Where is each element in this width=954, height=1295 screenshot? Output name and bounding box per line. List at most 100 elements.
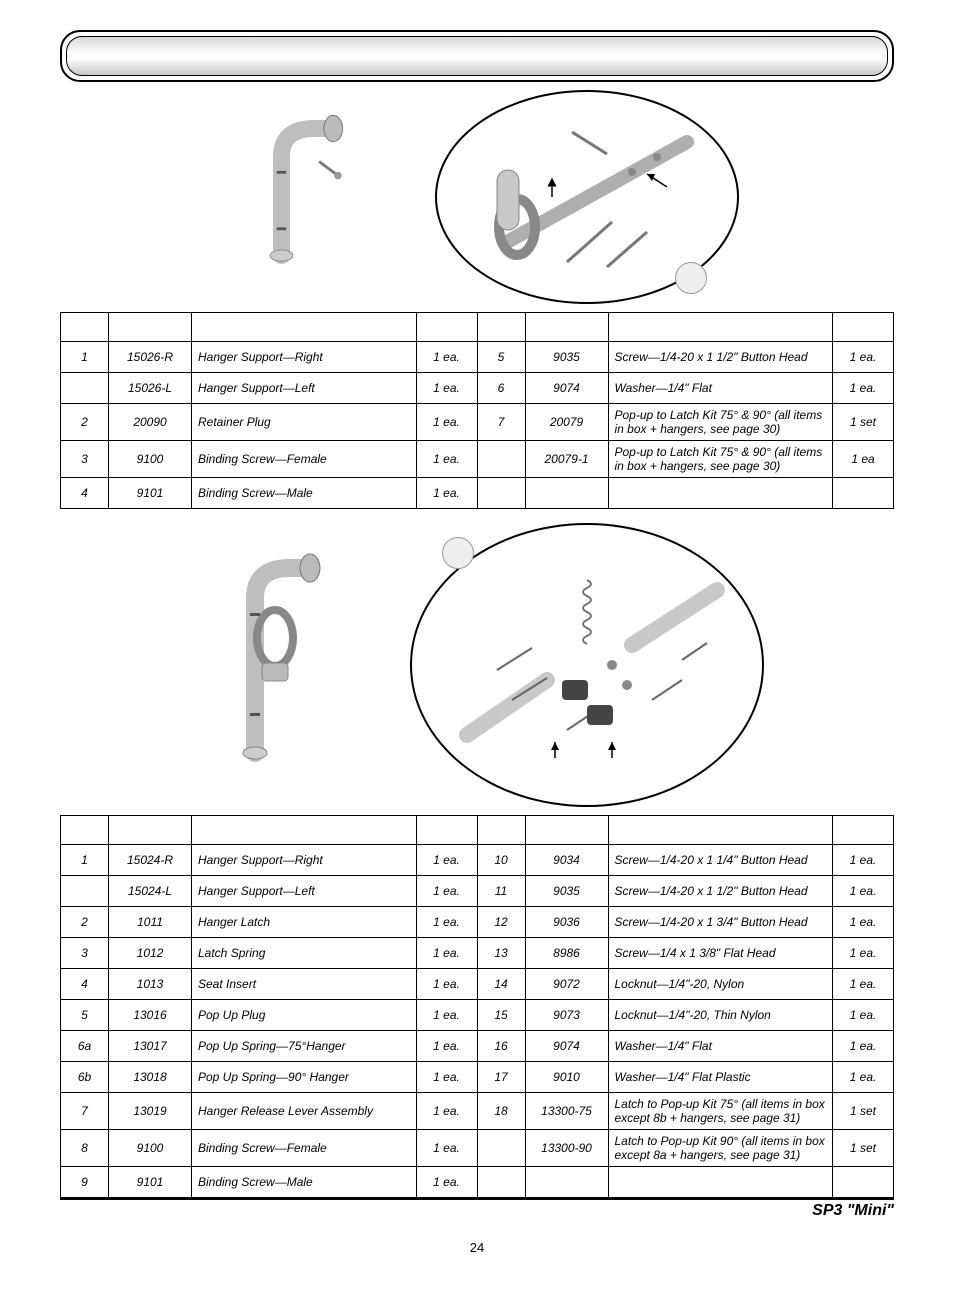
cell: Washer—1/4" Flat Plastic [608, 1062, 833, 1093]
cell: Seat Insert [192, 969, 417, 1000]
cell: 6 [477, 373, 525, 404]
cell: 5 [61, 1000, 109, 1031]
cell: 9035 [525, 876, 608, 907]
cell: Binding Screw—Male [192, 1167, 417, 1198]
cell: Hanger Support—Right [192, 342, 417, 373]
cell: Latch to Pop-up Kit 75° (all items in bo… [608, 1093, 833, 1130]
page-number: 24 [60, 1240, 894, 1255]
table-row: 89100Binding Screw—Female1 ea.13300-90La… [61, 1130, 894, 1167]
cell: 8986 [525, 938, 608, 969]
cell: 2 [61, 907, 109, 938]
table-row: 115026-RHanger Support—Right1 ea.59035Sc… [61, 342, 894, 373]
cell: Hanger Support—Left [192, 373, 417, 404]
cell [525, 1167, 608, 1198]
parts-table-2: 115024-RHanger Support—Right1 ea.109034S… [60, 815, 894, 1198]
cell [477, 441, 525, 478]
cell: 9100 [109, 1130, 192, 1167]
table-row: 6a13017Pop Up Spring—75°Hanger1 ea.16907… [61, 1031, 894, 1062]
cell: 1 set [833, 1093, 894, 1130]
cell: 12 [477, 907, 525, 938]
cell: 1 ea. [416, 1062, 477, 1093]
table-row: 713019Hanger Release Lever Assembly1 ea.… [61, 1093, 894, 1130]
cell: 1 ea. [416, 404, 477, 441]
cell: 6a [61, 1031, 109, 1062]
cell: 4 [61, 478, 109, 509]
cell: 13016 [109, 1000, 192, 1031]
cell [608, 1167, 833, 1198]
cell: 8 [61, 1130, 109, 1167]
cell: 1012 [109, 938, 192, 969]
cell: 15026-R [109, 342, 192, 373]
cell: Hanger Release Lever Assembly [192, 1093, 417, 1130]
cell: 1 ea. [833, 938, 894, 969]
cell: 1 ea. [416, 441, 477, 478]
cell: Locknut—1/4"-20, Thin Nylon [608, 1000, 833, 1031]
cell: Screw—1/4-20 x 1 3/4" Button Head [608, 907, 833, 938]
cell: 17 [477, 1062, 525, 1093]
cell: 13300-90 [525, 1130, 608, 1167]
cell: 9074 [525, 1031, 608, 1062]
cell: 15026-L [109, 373, 192, 404]
cell: 1 ea. [416, 373, 477, 404]
cell: 1 ea. [416, 342, 477, 373]
cell: Hanger Support—Left [192, 876, 417, 907]
cell: Latch to Pop-up Kit 90° (all items in bo… [608, 1130, 833, 1167]
cell: 9010 [525, 1062, 608, 1093]
cell: 13300-75 [525, 1093, 608, 1130]
exploded-view-2 [410, 523, 764, 807]
cell [525, 478, 608, 509]
table-row: 220090Retainer Plug1 ea.720079Pop-up to … [61, 404, 894, 441]
cell: 1 ea. [416, 969, 477, 1000]
table-row: 49101Binding Screw—Male1 ea. [61, 478, 894, 509]
cell: 1 ea. [833, 907, 894, 938]
cell: 9100 [109, 441, 192, 478]
cell: Binding Screw—Female [192, 441, 417, 478]
cell: 20079-1 [525, 441, 608, 478]
cell [61, 876, 109, 907]
cell: Screw—1/4-20 x 1 1/2" Button Head [608, 342, 833, 373]
cell: Washer—1/4" Flat [608, 373, 833, 404]
cell: Pop Up Spring—75°Hanger [192, 1031, 417, 1062]
cell: 6b [61, 1062, 109, 1093]
cell: 1 ea. [833, 969, 894, 1000]
table-row: 39100Binding Screw—Female1 ea.20079-1Pop… [61, 441, 894, 478]
cell: 9101 [109, 478, 192, 509]
cell [477, 478, 525, 509]
cell: Pop-up to Latch Kit 75° & 90° (all items… [608, 404, 833, 441]
cell: 1 ea. [416, 938, 477, 969]
cell: 16 [477, 1031, 525, 1062]
cell: 4 [61, 969, 109, 1000]
cell: 1 set [833, 1130, 894, 1167]
cell: 1 [61, 342, 109, 373]
cell: 15024-L [109, 876, 192, 907]
cell: 9074 [525, 373, 608, 404]
cell: 13019 [109, 1093, 192, 1130]
cell [477, 1130, 525, 1167]
cell [833, 478, 894, 509]
cell: Screw—1/4-20 x 1 1/4" Button Head [608, 845, 833, 876]
cell: 9073 [525, 1000, 608, 1031]
cell [608, 478, 833, 509]
cell: 1 ea. [833, 845, 894, 876]
cell: 1 ea. [416, 1093, 477, 1130]
cell: Binding Screw—Male [192, 478, 417, 509]
cell: 9 [61, 1167, 109, 1198]
cell: 1 ea. [833, 1062, 894, 1093]
bent-tube-illustration-2 [190, 523, 370, 783]
illustration-row-1 [60, 90, 894, 304]
cell: 1 [61, 845, 109, 876]
cell: 1 ea. [416, 1130, 477, 1167]
cell: 1 ea [833, 441, 894, 478]
cell: 1 ea. [833, 876, 894, 907]
cell: 15024-R [109, 845, 192, 876]
cell: 5 [477, 342, 525, 373]
cell: Washer—1/4" Flat [608, 1031, 833, 1062]
cell: 1013 [109, 969, 192, 1000]
cell: 1 ea. [833, 1000, 894, 1031]
table-row: 115024-RHanger Support—Right1 ea.109034S… [61, 845, 894, 876]
cell: 9034 [525, 845, 608, 876]
table-row: 31012Latch Spring1 ea.138986Screw—1/4 x … [61, 938, 894, 969]
table-row: 6b13018Pop Up Spring—90° Hanger1 ea.1790… [61, 1062, 894, 1093]
cell: 7 [61, 1093, 109, 1130]
cell: 20079 [525, 404, 608, 441]
